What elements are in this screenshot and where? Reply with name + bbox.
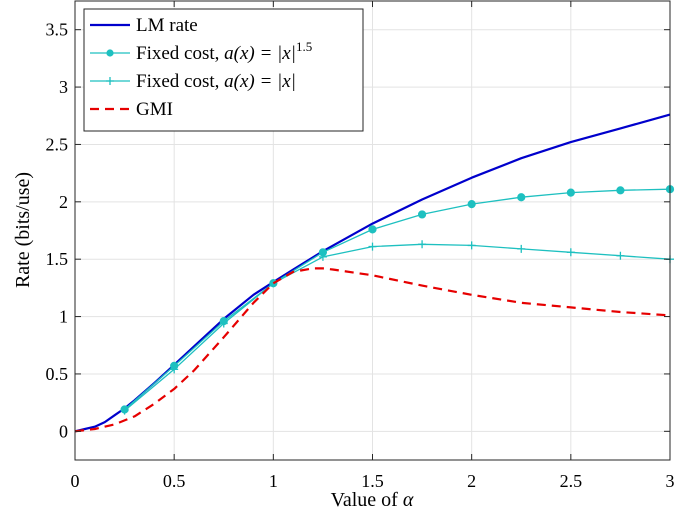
y-tick-label: 2.5 [46, 134, 69, 154]
legend-label-prefix: Fixed cost, [136, 71, 224, 92]
legend-label: LM rate [136, 15, 198, 36]
series-layer [74, 113, 675, 433]
series-line-gmi [74, 267, 671, 433]
x-tick-label: 1.5 [361, 471, 384, 491]
data-point-plus [219, 319, 228, 328]
legend-box [83, 8, 364, 132]
x-tick-label: 3 [666, 471, 675, 491]
x-axis-title-text: Value of [331, 489, 403, 511]
x-tick-label: 2.5 [560, 471, 583, 491]
x-tick-label: 0.5 [163, 471, 186, 491]
series-line-lm-rate [74, 113, 671, 433]
data-point-plus [517, 244, 526, 253]
data-point-dot [467, 200, 476, 209]
data-point-plus [318, 252, 327, 261]
x-axis-title-symbol: α [403, 489, 414, 511]
legend-label: Fixed cost, a(x) = |x|1.5 [136, 39, 312, 64]
ticks: 0 0.5 1 1.5 2 2.5 3 0 0.5 1 1.5 2 2.5 3 3.5 [46, 1, 675, 491]
legend-label-math: a(x) = |x| [224, 43, 296, 64]
legend-label-math: a(x) = |x| [224, 71, 296, 92]
y-tick-label: 1.5 [46, 249, 69, 269]
data-point-dot [616, 186, 625, 195]
data-point-plus [616, 251, 625, 260]
x-tick-label: 2 [467, 471, 476, 491]
series-line-fixed-cost-a-x-x-1-5 [124, 188, 671, 410]
data-point-plus [566, 248, 575, 257]
data-point-plus [418, 240, 427, 249]
y-tick-label: 0.5 [46, 364, 69, 384]
y-tick-label: 2 [59, 192, 68, 212]
y-tick-label: 3.5 [46, 20, 69, 40]
y-axis-title: Rate (bits/use) [12, 172, 34, 288]
legend-label-prefix: GMI [136, 99, 173, 120]
legend-label-superscript: 1.5 [296, 39, 312, 54]
x-axis-title: Value of α [331, 489, 414, 511]
data-point-plus [467, 241, 476, 250]
data-point-plus [170, 365, 179, 374]
data-point-plus [120, 406, 129, 415]
data-point-dot [517, 193, 526, 202]
legend-label-prefix: Fixed cost, [136, 43, 224, 64]
data-point-dot [368, 225, 377, 234]
legend-label: Fixed cost, a(x) = |x| [136, 71, 296, 92]
legend-label-prefix: LM rate [136, 15, 198, 36]
legend-marker-plus [106, 77, 114, 85]
data-point-dot [417, 210, 427, 219]
y-tick-label: 0 [59, 421, 68, 441]
legend-label: GMI [136, 99, 173, 120]
series-line-fixed-cost-a-x-x [124, 243, 671, 412]
data-point-dot [566, 188, 575, 197]
y-tick-label: 3 [59, 77, 68, 97]
x-tick-label: 0 [71, 471, 80, 491]
y-tick-label: 1 [59, 307, 68, 327]
data-point-plus [368, 242, 377, 251]
x-tick-label: 1 [269, 471, 278, 491]
legend-marker-dot [106, 49, 114, 57]
